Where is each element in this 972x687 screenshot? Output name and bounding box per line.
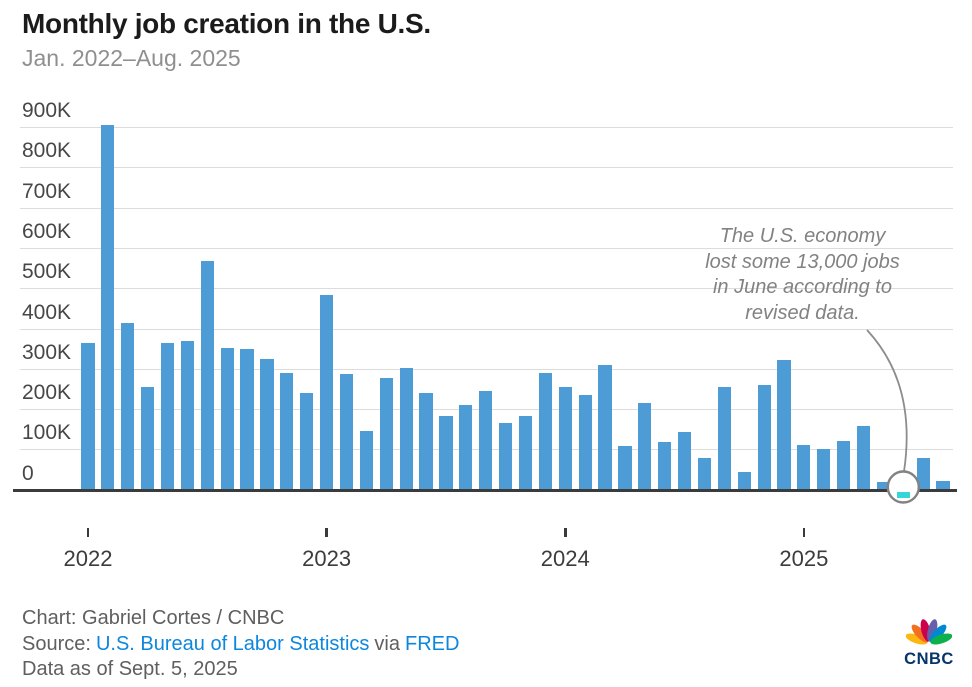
- source-link-fred[interactable]: FRED: [404, 632, 460, 655]
- bar: [697, 458, 712, 490]
- bar: [916, 457, 930, 490]
- gridline: [20, 127, 953, 128]
- x-axis-year-label: 2025: [779, 546, 829, 571]
- bar: [260, 359, 274, 490]
- bar: [499, 423, 513, 490]
- bar: [141, 387, 155, 490]
- bar: [240, 348, 254, 490]
- bar: [558, 386, 572, 490]
- cnbc-logo: CNBC: [896, 613, 962, 669]
- bar: [797, 444, 811, 490]
- bar: [280, 372, 294, 490]
- gridline: [20, 247, 953, 249]
- y-axis-label: 700K: [22, 179, 72, 203]
- y-axis-label: 300K: [22, 340, 72, 364]
- cnbc-wordmark: CNBC: [904, 650, 954, 668]
- bar: [538, 372, 552, 490]
- chart-title: Monthly job creation in the U.S.: [22, 8, 431, 39]
- y-axis-label: 800K: [22, 139, 72, 163]
- x-axis-year-label: 2023: [302, 546, 352, 571]
- source-line: Source: U.S. Bureau of Labor Statistics vi…: [22, 632, 459, 658]
- bar: [856, 426, 871, 490]
- bar: [339, 374, 354, 490]
- bar: [837, 441, 851, 490]
- bar: [479, 390, 493, 490]
- bar: [379, 377, 393, 490]
- y-axis-label: 600K: [22, 219, 72, 243]
- gridline: [20, 207, 953, 209]
- highlighted-negative-bar: [896, 492, 910, 499]
- x-axis-tick: [86, 528, 90, 537]
- y-axis-label: 400K: [22, 300, 72, 324]
- cnbc-peacock-icon: [905, 619, 953, 645]
- bar: [399, 367, 413, 490]
- y-axis-label: 200K: [22, 381, 72, 405]
- x-axis-baseline: [13, 489, 957, 492]
- x-axis-tick: [325, 528, 328, 537]
- bar: [618, 446, 632, 490]
- y-axis-label: 100K: [22, 421, 72, 445]
- gridline: [20, 288, 953, 290]
- chart-credit: Chart: Gabriel Cortes / CNBC: [22, 607, 285, 629]
- bar: [459, 405, 473, 490]
- gridline: [20, 167, 953, 169]
- bar: [200, 260, 214, 490]
- source-label: Source:: [22, 632, 91, 655]
- footer: Chart: Gabriel Cortes / CNBC Source: U.S.…: [22, 606, 459, 683]
- bar: [658, 442, 672, 490]
- bar: [936, 480, 950, 490]
- bar: [320, 295, 334, 490]
- y-axis-label: 0: [22, 461, 34, 485]
- annotation-text: The U.S. economy lost some 13,000 jobs i…: [705, 225, 900, 324]
- bar: [777, 359, 791, 490]
- x-axis-tick: [564, 528, 567, 537]
- bar: [160, 343, 175, 490]
- gridline: [20, 368, 953, 370]
- y-axis-label: 900K: [22, 99, 72, 122]
- peacock-feather: [930, 633, 953, 645]
- bar: [638, 402, 652, 490]
- bar: [180, 340, 195, 490]
- bar: [419, 392, 433, 490]
- bar: [876, 482, 891, 490]
- via-label: via: [374, 632, 400, 655]
- peacock-feather: [905, 633, 928, 645]
- source-link-bls[interactable]: U.S. Bureau of Labor Statistics: [95, 632, 370, 655]
- bar: [81, 343, 95, 490]
- bar: [518, 416, 533, 490]
- bar: [677, 431, 692, 490]
- gridline: [20, 328, 953, 330]
- bar: [817, 448, 831, 490]
- bar: [220, 347, 234, 490]
- bar: [578, 394, 592, 490]
- x-axis-tick: [802, 528, 806, 537]
- x-axis-year-label: 2024: [540, 546, 590, 571]
- chart-subtitle: Jan. 2022–Aug. 2025: [22, 45, 241, 71]
- bar: [121, 322, 135, 490]
- data-as-of: Data as of Sept. 5, 2025: [22, 658, 238, 680]
- bar: [717, 386, 731, 490]
- bar: [439, 415, 453, 490]
- bar: [757, 384, 771, 490]
- bar: [101, 125, 115, 490]
- bar: [359, 430, 373, 490]
- bar: [598, 364, 612, 490]
- bar: [300, 393, 314, 490]
- x-axis-year-label: 2022: [63, 546, 113, 571]
- bar: [737, 471, 751, 490]
- y-axis-label: 500K: [22, 260, 72, 284]
